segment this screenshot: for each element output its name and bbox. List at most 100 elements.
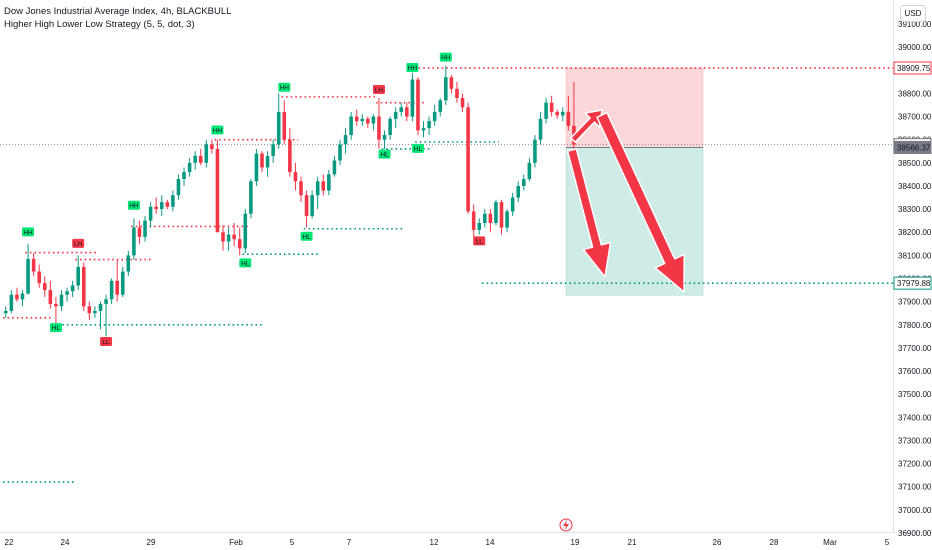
swing-marker-label: HH [23, 229, 33, 236]
candle-body [366, 118, 370, 124]
x-tick-label: 7 [347, 538, 352, 547]
candle-body [444, 77, 448, 101]
candle-body [76, 266, 80, 286]
forecast-arrow-down-short [566, 148, 612, 278]
candle-body [93, 310, 97, 314]
candle-body [159, 202, 164, 210]
candle-body [26, 258, 30, 294]
candle-body [488, 213, 493, 223]
swing-marker-hl [49, 323, 62, 333]
x-tick-label: 29 [147, 538, 156, 547]
candle-body [237, 239, 242, 249]
swing-marker-hh [406, 63, 419, 73]
y-tick-label: 38300.00 [898, 205, 932, 214]
candle-body [310, 195, 314, 217]
y-tick-label: 38700.00 [898, 113, 932, 122]
candle-body [405, 107, 409, 117]
candle-body [182, 172, 186, 180]
swing-marker-hl [378, 149, 391, 159]
candle-body [254, 153, 259, 182]
candle-body [81, 266, 86, 307]
candle-body [471, 211, 476, 230]
candle-body [382, 135, 387, 140]
swing-marker-hh [211, 125, 224, 135]
candle-body [505, 211, 509, 228]
y-tick-label: 37500.00 [898, 390, 932, 399]
indicator-title[interactable]: Higher High Lower Low Strategy (5, 5, do… [4, 19, 195, 30]
x-tick-label: 14 [486, 538, 495, 547]
x-tick-label: 21 [628, 538, 637, 547]
candle-body [360, 118, 365, 122]
swing-marker-hl [411, 143, 424, 153]
x-tick-label: 26 [713, 538, 722, 547]
swing-marker-label: HH [441, 55, 451, 62]
y-tick-label: 37400.00 [898, 413, 932, 422]
candle-body [59, 294, 64, 307]
x-tick-label: 22 [5, 538, 14, 547]
candle-body [432, 111, 437, 122]
candle-body [276, 111, 281, 145]
swing-marker-hh [22, 227, 35, 237]
candle-body [293, 172, 298, 182]
swing-marker-lh [72, 238, 85, 248]
x-tick-label: Mar [823, 538, 837, 547]
candle-body [243, 213, 248, 249]
candle-body [271, 144, 275, 156]
candle-body [516, 185, 521, 198]
candle-body [70, 285, 75, 292]
candle-body [198, 155, 203, 163]
candle-body [449, 77, 454, 89]
candle-body [98, 303, 103, 311]
price-tag-label: 38909.75 [897, 64, 931, 73]
swing-marker-label: HL [414, 146, 423, 153]
candle-body [265, 155, 270, 168]
x-tick-label: 24 [61, 538, 70, 547]
candle-body [377, 116, 381, 140]
candle-body [460, 98, 465, 108]
candle-body [321, 181, 326, 191]
candle-body [555, 111, 559, 116]
candle-body [282, 111, 287, 140]
price-tag [893, 140, 932, 154]
candle-body [176, 179, 181, 196]
candle-body [527, 162, 532, 180]
candle-body [165, 202, 170, 207]
candle-body [327, 174, 331, 191]
swing-marker-hh [439, 52, 452, 62]
candle-body [338, 144, 342, 161]
candle-body [538, 118, 543, 140]
x-tick-label: 19 [571, 538, 580, 547]
swing-marker-label: HH [280, 85, 290, 92]
y-tick-label: 38200.00 [898, 228, 932, 237]
candle-body [20, 293, 25, 300]
currency-button[interactable]: USD [900, 5, 926, 22]
candle-body [416, 79, 420, 131]
candle-body [48, 290, 53, 304]
price-tag [893, 61, 932, 75]
y-tick-label: 38100.00 [898, 251, 932, 260]
swing-marker-label: LH [375, 87, 384, 94]
candle-body [4, 310, 8, 314]
candle-body [37, 271, 41, 284]
x-tick-label: 28 [770, 538, 779, 547]
candle-body [221, 232, 225, 242]
candle-body [187, 162, 192, 173]
candle-body [143, 220, 147, 237]
y-tick-label: 37700.00 [898, 344, 932, 353]
y-tick-label: 37800.00 [898, 321, 932, 330]
candle-body [510, 197, 515, 212]
swing-marker-label: HH [213, 128, 223, 135]
y-tick-label: 37100.00 [898, 483, 932, 492]
candle-body [193, 155, 197, 163]
swing-marker-label: LH [74, 241, 83, 248]
swing-marker-hh [278, 82, 291, 92]
candle-body [65, 291, 69, 295]
candle-body [299, 181, 303, 196]
swing-marker-hl [300, 231, 313, 241]
candle-body [249, 181, 253, 214]
candle-body [494, 202, 498, 223]
price-tag [893, 276, 932, 290]
candle-body [210, 144, 214, 149]
swing-marker-label: LL [476, 238, 484, 245]
